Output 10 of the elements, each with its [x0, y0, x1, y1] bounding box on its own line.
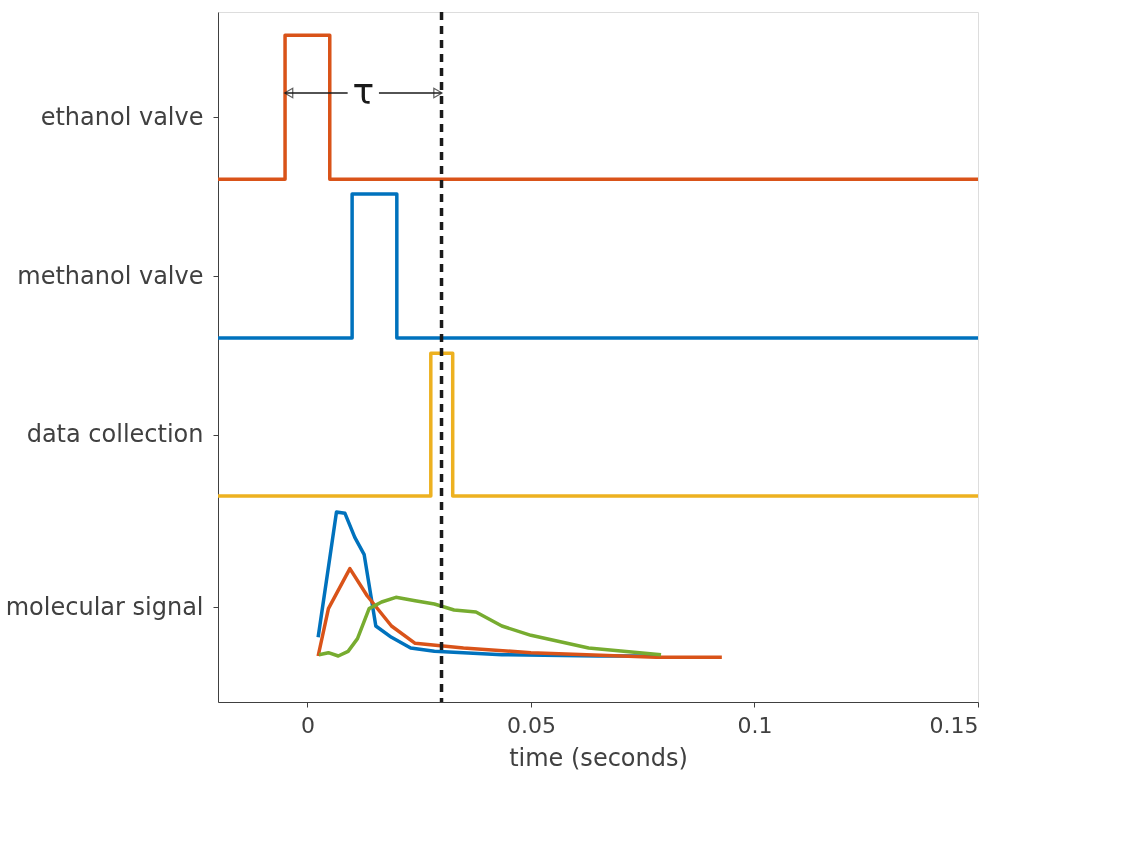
- x-tick-label: 0.05: [506, 712, 556, 738]
- x-tick-label: 0.1: [737, 712, 773, 738]
- annotation: τ: [352, 70, 375, 112]
- text: data collection: [26, 420, 204, 449]
- x-axis-title: time (seconds): [509, 743, 688, 772]
- x-tick-label: 0: [300, 712, 315, 738]
- x-tick-label: 0.15: [929, 712, 979, 738]
- text: molecular signal: [5, 592, 204, 621]
- text: methanol valve: [17, 261, 204, 290]
- text: ethanol valve: [40, 102, 204, 131]
